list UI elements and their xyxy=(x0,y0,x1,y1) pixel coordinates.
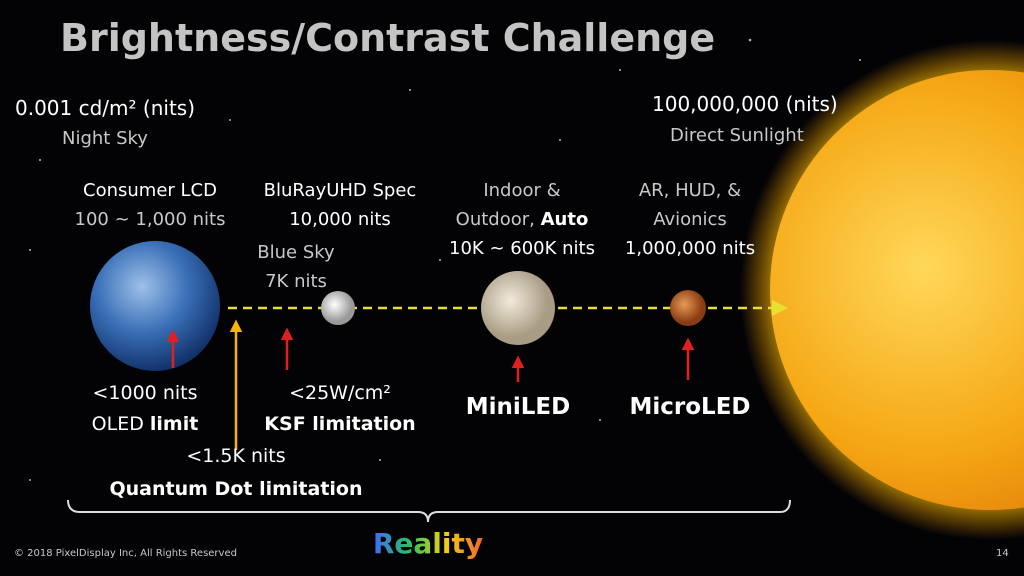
end-label: Night Sky xyxy=(62,128,148,149)
text: 10,000 nits xyxy=(289,209,391,230)
bracket xyxy=(67,499,791,523)
source-label: BluRayUHD Spec 10,000 nits xyxy=(264,176,417,234)
text: BluRayUHD Spec xyxy=(263,180,417,201)
scale-arrow xyxy=(772,300,788,316)
reality-label: Reality xyxy=(373,527,483,560)
text: KSF limitation xyxy=(264,413,416,435)
source-label: Consumer LCD 100 ~ 1,000 nits xyxy=(75,176,226,234)
text: 0.001 cd/m² xyxy=(15,96,137,120)
earth xyxy=(90,241,220,371)
end-label: Direct Sunlight xyxy=(670,125,804,146)
source-label: Indoor & Outdoor, Auto 10K ~ 600K nits xyxy=(449,176,595,263)
technology-label: MiniLED xyxy=(465,394,571,420)
text: Consumer LCD xyxy=(83,180,217,201)
text: 100,000,000 xyxy=(652,92,780,116)
text: 100 ~ 1,000 nits xyxy=(74,209,226,230)
page-number: 14 xyxy=(996,548,1009,559)
title: Brightness/Contrast Challenge xyxy=(60,16,716,60)
end-value: 100,000,000 (nits) xyxy=(652,92,838,116)
text: Quantum Dot limitation xyxy=(109,478,363,500)
text: 7K nits xyxy=(265,271,327,292)
source-label: Blue Sky 7K nits xyxy=(257,238,334,296)
limit-label: <25W/cm² KSF limitation xyxy=(264,378,415,440)
text: (nits) xyxy=(785,92,838,116)
text: Auto xyxy=(540,209,589,230)
stars xyxy=(29,38,861,481)
text: Indoor & xyxy=(483,180,561,201)
text: Outdoor, xyxy=(455,209,535,230)
text: (nits) xyxy=(142,96,196,120)
end-value: 0.001 cd/m² (nits) xyxy=(15,96,195,120)
limit-label: <1.5K nits Quantum Dot limitation xyxy=(110,440,363,506)
text: <1000 nits xyxy=(92,382,198,404)
text: <1.5K nits xyxy=(186,445,286,467)
text: limit xyxy=(149,413,199,435)
text: Avionics xyxy=(653,209,727,230)
text: 10K ~ 600K nits xyxy=(449,238,595,259)
source-label: AR, HUD, & Avionics 1,000,000 nits xyxy=(625,176,755,263)
text: OLED xyxy=(91,413,144,435)
limit-label: <1000 nits OLED limit xyxy=(92,378,199,440)
sun xyxy=(770,70,1024,510)
text: <25W/cm² xyxy=(289,382,391,404)
technology-label: MicroLED xyxy=(629,394,751,420)
moon xyxy=(321,291,355,325)
text: AR, HUD, & xyxy=(638,180,742,201)
limit-arrows xyxy=(166,327,695,382)
text: 1,000,000 nits xyxy=(624,238,756,259)
copyright: © 2018 PixelDisplay Inc, All Rights Rese… xyxy=(14,548,237,559)
venus xyxy=(481,271,555,345)
mars xyxy=(670,290,706,326)
text: Blue Sky xyxy=(257,242,335,263)
